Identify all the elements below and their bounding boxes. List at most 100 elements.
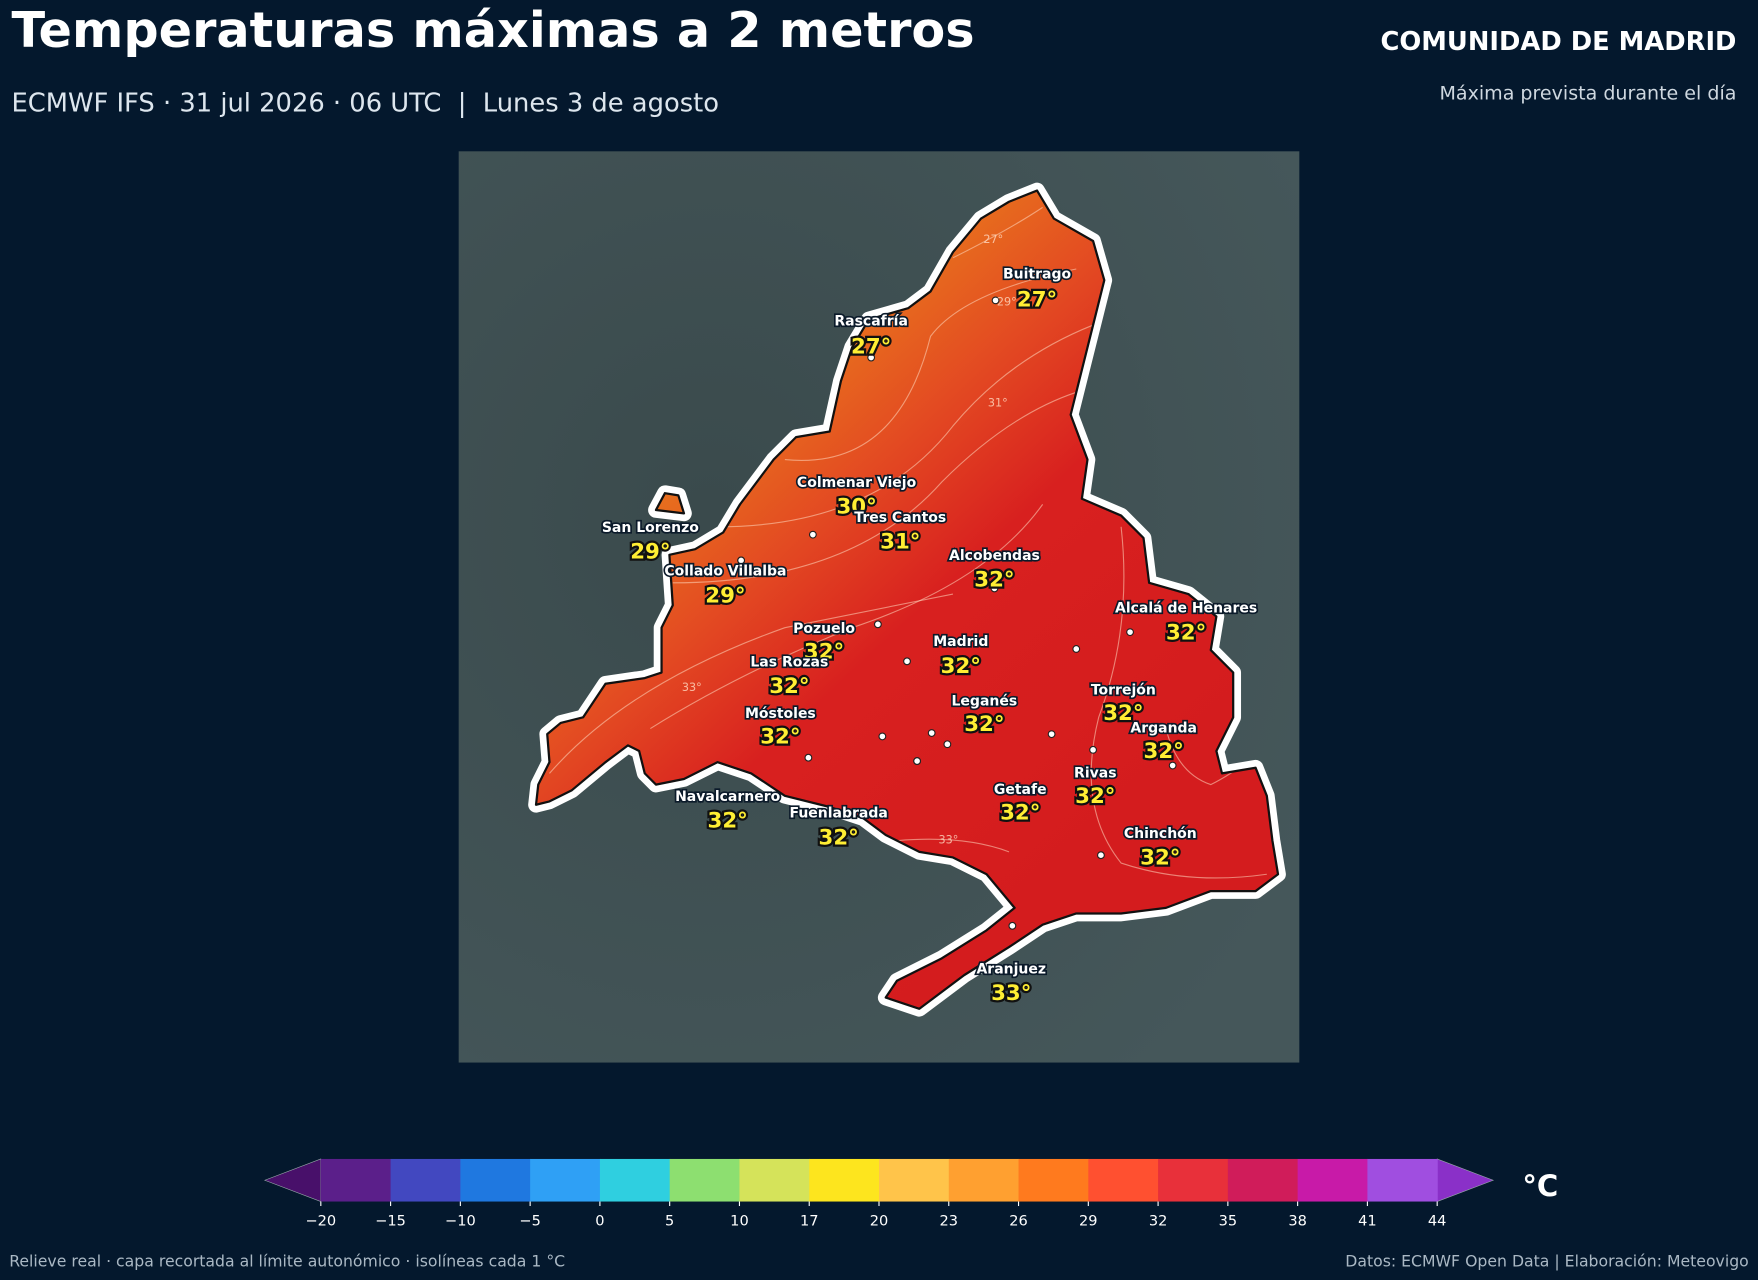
isoline-label: 29° [997, 296, 1017, 309]
city-temp: 32° [769, 674, 809, 699]
colorbar-segment [669, 1158, 741, 1202]
city-temp: 30° [836, 495, 876, 520]
city-name: Arganda [1130, 721, 1197, 737]
city-name: Leganés [952, 694, 1018, 710]
colorbar-segment [460, 1158, 531, 1202]
subtitle: ECMWF IFS · 31 jul 2026 · 06 UTC | Lunes… [11, 89, 719, 119]
colorbar-segment [390, 1158, 461, 1202]
isoline-label: 33° [939, 834, 959, 847]
city-name: San Lorenzo [602, 520, 699, 536]
colorbar-tick-label: 5 [665, 1213, 674, 1230]
title: Temperaturas máximas a 2 metros [11, 1, 974, 59]
city-temp: 32° [1166, 620, 1206, 645]
colorbar-segment [320, 1158, 392, 1202]
city-name: Collado Villalba [664, 564, 786, 580]
city-temp: 27° [1017, 287, 1057, 312]
colorbar-tick-label: 44 [1428, 1213, 1447, 1230]
city-dot [737, 556, 746, 565]
colorbar-segment [739, 1158, 810, 1202]
region-note: Máxima prevista durante el día [1439, 83, 1736, 105]
city-name: Tres Cantos [854, 510, 946, 526]
city-name: Madrid [933, 634, 988, 650]
city-temp: 32° [708, 809, 748, 834]
colorbar-tick-label: 0 [595, 1213, 604, 1230]
city-dot [808, 530, 817, 539]
city-temp: 33° [991, 981, 1031, 1006]
city-dot [943, 740, 952, 749]
colorbar-tick-label: 32 [1149, 1213, 1168, 1230]
city-temp: 32° [1140, 846, 1180, 871]
colorbar-tick-label: 23 [940, 1213, 959, 1230]
colorbar-tick-label: 29 [1079, 1213, 1098, 1230]
colorbar-tick-label: 38 [1288, 1213, 1307, 1230]
isoline [672, 391, 1077, 584]
colorbar-tick-label: −20 [305, 1213, 336, 1230]
footer-right: Datos: ECMWF Open Data | Elaboración: Me… [1345, 1252, 1749, 1271]
colorbar-segment [1088, 1158, 1159, 1202]
city-name: Chinchón [1124, 826, 1197, 842]
colorbar-segment [1018, 1158, 1089, 1202]
isoline-label: 31° [988, 397, 1008, 410]
city-temp: 29° [630, 540, 670, 565]
colorbar-tick-label: −10 [445, 1213, 476, 1230]
isoline [1090, 526, 1267, 879]
colorbar-tick-label: 41 [1358, 1213, 1377, 1230]
city-name: Móstoles [745, 706, 816, 722]
city-temp: 32° [1000, 801, 1040, 826]
colorbar-tick-label: 20 [870, 1213, 889, 1230]
colorbar-tick-label: 10 [730, 1213, 749, 1230]
city-dot [1168, 761, 1177, 770]
city-dot [1126, 628, 1134, 637]
city-temp: 32° [941, 654, 981, 679]
city-name: Buitrago [1003, 267, 1072, 283]
colorbar-segment [530, 1158, 601, 1202]
city-dot [1047, 730, 1056, 739]
isoline [549, 593, 954, 774]
city-temp: 32° [974, 568, 1014, 593]
city-name: Colmenar Viejo [797, 475, 917, 491]
city-name: Torrejón [1091, 682, 1156, 698]
city-dot [903, 657, 911, 666]
region-title: COMUNIDAD DE MADRID [1380, 27, 1736, 57]
city-dot [1089, 745, 1098, 754]
city-name: Getafe [994, 782, 1047, 798]
colorbar-tick-label: −15 [375, 1213, 406, 1230]
city-dot [873, 620, 882, 629]
city-dot [991, 296, 1000, 305]
colorbar-extend-low [263, 1158, 322, 1202]
city-dot [990, 584, 999, 593]
isoline [952, 206, 1043, 259]
city-dot [927, 729, 936, 737]
isoline [650, 504, 1044, 730]
city-dot [1008, 921, 1017, 930]
city-name: Navalcarnero [675, 789, 781, 805]
city-temp: 32° [760, 725, 800, 750]
city-dot [804, 753, 813, 762]
city-name: Las Rozas [750, 654, 828, 670]
colorbar-segment [809, 1158, 880, 1202]
colorbar-segment [1367, 1158, 1438, 1202]
colorbar-extend-high [1436, 1158, 1495, 1202]
city-temp: 31° [880, 529, 920, 554]
city-dot [878, 732, 887, 741]
colorbar-unit: °C [1522, 1169, 1558, 1203]
city-temp: 32° [819, 825, 859, 850]
city-name: Aranjuez [976, 962, 1046, 978]
city-temp: 32° [804, 639, 844, 664]
city-temp: 32° [1103, 701, 1143, 726]
colorbar-segment [1297, 1158, 1368, 1202]
isoline-label: 33° [682, 681, 702, 694]
colorbar-segment [948, 1158, 1020, 1202]
city-dot [913, 757, 922, 765]
city-temp: 27° [851, 334, 891, 359]
colorbar-segment [1227, 1158, 1299, 1202]
colorbar-tick-label: −5 [519, 1213, 540, 1230]
isoline [717, 324, 1094, 528]
isoline [784, 268, 1077, 461]
city-name: Alcalá de Henares [1115, 601, 1257, 617]
colorbar-tick-label: 26 [1009, 1213, 1028, 1230]
isoline [896, 838, 1010, 853]
city-name: Rivas [1074, 765, 1117, 781]
